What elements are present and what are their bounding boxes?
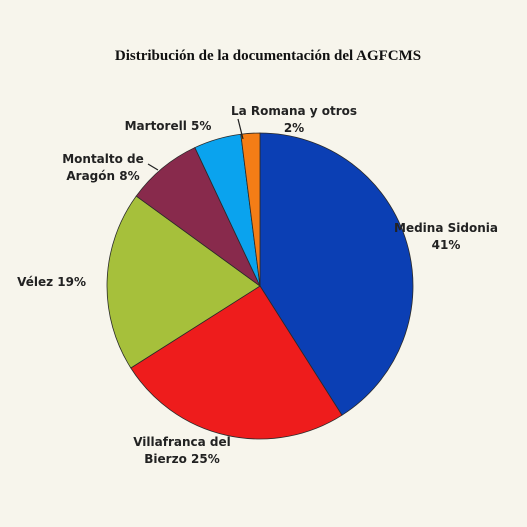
leader-line (147, 163, 159, 171)
pie-slice (130, 285, 343, 440)
slice-labels: Medina Sidonia 41% Villafranca del Bierzo 2… (17, 104, 498, 466)
pie-slice (259, 132, 414, 416)
slice-label: Montalto de Aragón 8% (62, 152, 144, 183)
leader-lines (147, 118, 244, 171)
pie-slice (106, 195, 261, 369)
chart-title: Distribución de la documentación del AGF… (115, 48, 421, 64)
slice-label: Medina Sidonia 41% (394, 221, 498, 252)
slices (106, 132, 414, 440)
slice-label: Vélez 19% (17, 275, 86, 289)
slice-label: Martorell 5% (125, 119, 212, 133)
leader-line (237, 118, 244, 140)
pie-slice (240, 132, 261, 287)
slice-label: Villafranca del Bierzo 25% (133, 435, 231, 466)
slice-label: La Romana y otros 2% (231, 104, 357, 135)
